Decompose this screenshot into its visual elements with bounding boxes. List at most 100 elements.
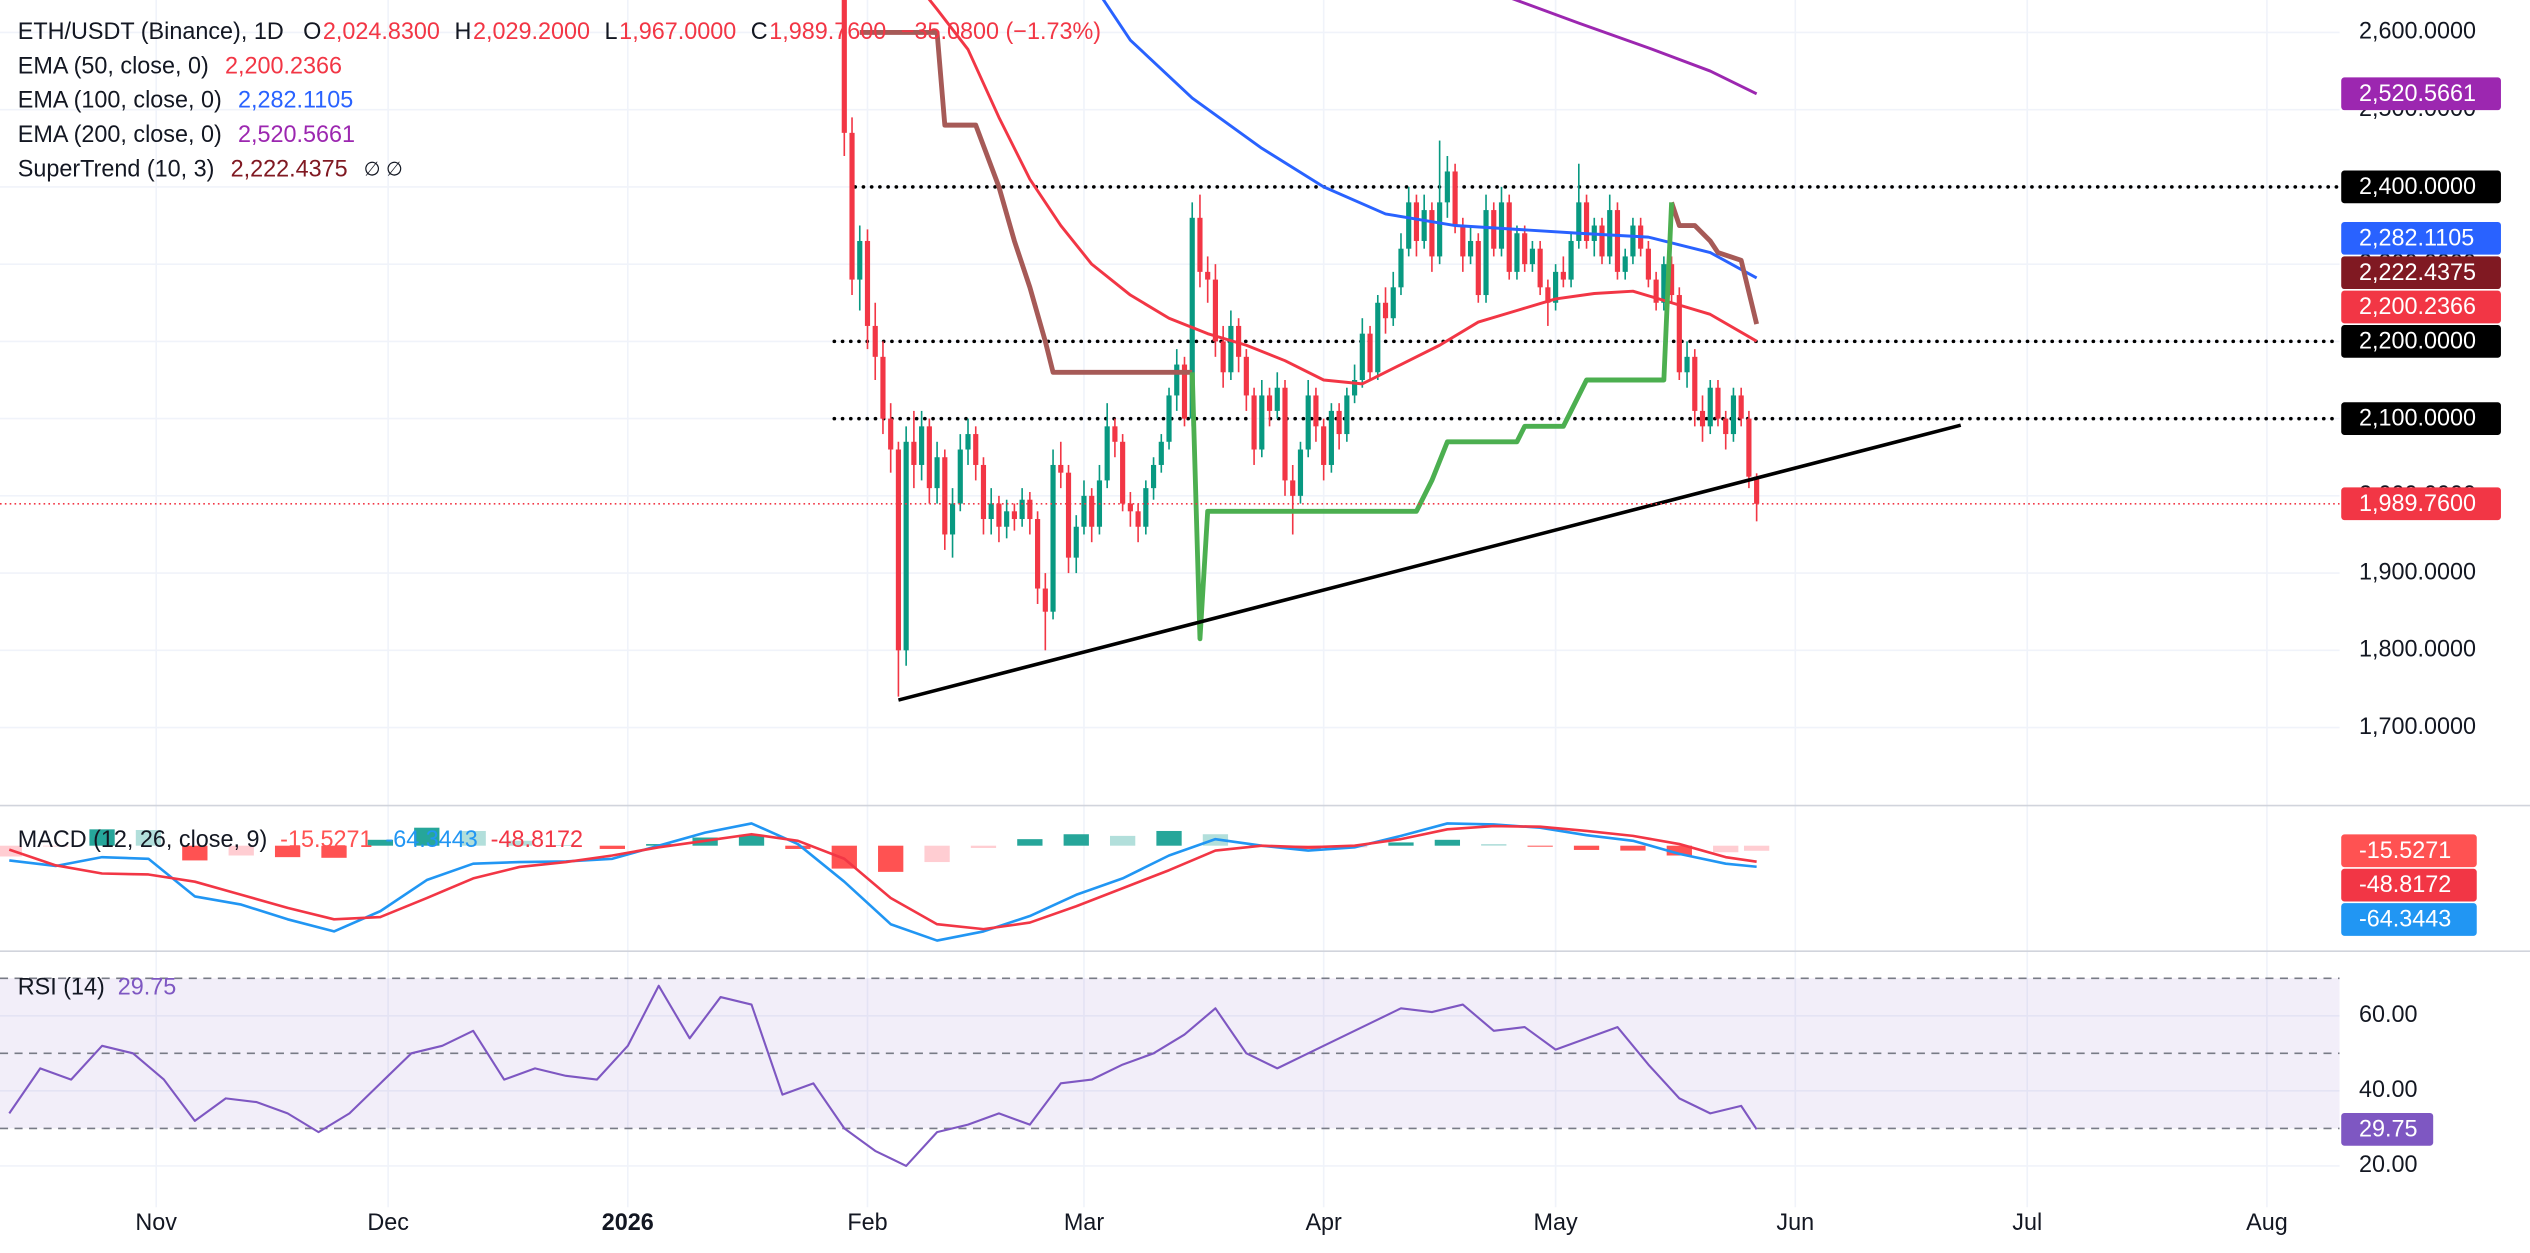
candle-body [1483, 210, 1489, 296]
candle-body [1290, 480, 1296, 496]
candle-body [1746, 418, 1752, 477]
candle-body [1553, 271, 1559, 303]
candle-body [1205, 271, 1211, 280]
candle-body [1444, 171, 1450, 203]
indicator-value: 2,282.1105 [238, 87, 353, 113]
candle-body [1622, 256, 1628, 272]
ohlc-value: 1,989.7600 [769, 18, 886, 44]
price-badge-label: 2,200.0000 [2359, 327, 2476, 353]
macd-histogram-bar [878, 845, 904, 872]
macd-histogram-bar [1527, 845, 1553, 847]
price-badge [2341, 170, 2501, 204]
candle-body [1730, 395, 1737, 435]
macd-histogram-bar [182, 845, 208, 861]
macd-histogram-bar [228, 845, 254, 856]
macd-histogram-bar [1713, 845, 1739, 853]
x-tick-label: May [1534, 1209, 1578, 1235]
ohlc-value: 2,029.2000 [473, 18, 590, 44]
x-tick-label: Dec [367, 1209, 409, 1235]
macd-histogram-bar [1063, 834, 1089, 846]
candle-body [1375, 302, 1381, 373]
ema-line [927, 0, 1758, 386]
candle-body [1537, 248, 1543, 288]
macd-histogram-bar [970, 845, 997, 848]
macd-histogram-bar [1573, 845, 1600, 850]
candle-body [942, 457, 948, 535]
price-badge-label: 2,400.0000 [2359, 173, 2476, 199]
indicator-name: SuperTrend (10, 3) [18, 155, 215, 181]
candle-body [1692, 356, 1698, 411]
candle-body [1035, 519, 1041, 589]
candle-body [1266, 395, 1273, 411]
candle-body [1004, 511, 1010, 527]
price-badge-label: 2,282.1105 [2359, 224, 2474, 250]
macd-histogram-bar [599, 845, 625, 849]
rsi-value: 29.75 [118, 973, 177, 999]
candle-body [1143, 488, 1149, 527]
x-tick-label: Apr [1305, 1209, 1342, 1235]
candle-body [1189, 217, 1195, 419]
indicator-value: 2,222.4375 [231, 155, 348, 181]
macd-histogram-bar [553, 845, 579, 846]
macd-histogram-bar [135, 829, 162, 846]
candle-body [888, 418, 894, 450]
candle-body [1336, 410, 1342, 435]
price-pane [0, 0, 2340, 702]
candle-body [1243, 356, 1249, 396]
candle-body [1065, 472, 1072, 558]
candle-body [980, 464, 987, 520]
candle-body [1305, 395, 1311, 450]
ohlc-value: 1,967.0000 [619, 18, 736, 44]
ohlc-key: H [454, 18, 471, 44]
candle-body [988, 503, 994, 520]
candle-body [1506, 202, 1512, 272]
x-tick-label: Jun [1776, 1209, 1814, 1235]
rsi-title: RSI (14) [18, 973, 105, 999]
rsi-tick-label: 60.00 [2359, 1001, 2418, 1027]
candle-body [1058, 464, 1064, 473]
candle-body [1150, 464, 1157, 489]
candle-body [911, 441, 917, 465]
macd-histogram-bar [924, 845, 950, 863]
candle-body [1669, 264, 1675, 296]
price-badge-label: -15.5271 [2359, 837, 2451, 863]
candle-body [1754, 476, 1760, 504]
candle-body [1259, 395, 1265, 450]
candle-body [1406, 202, 1412, 249]
candle-body [841, 0, 847, 133]
candle-body [1321, 426, 1327, 465]
price-badge [2341, 402, 2501, 435]
candle-body [1282, 387, 1288, 481]
price-badge-label: 29.75 [2359, 1115, 2418, 1141]
candle-body [1197, 217, 1203, 272]
candle-body [1475, 240, 1481, 296]
candle-body [1645, 248, 1651, 280]
candle-body [1352, 380, 1358, 396]
price-badge-label: 1,989.7600 [2359, 490, 2476, 516]
trend-line [897, 423, 1962, 702]
candle-body [1429, 210, 1435, 257]
candle-body [1050, 464, 1056, 612]
candle-body [996, 503, 1002, 527]
rsi-pane [0, 977, 2340, 1167]
candle-body [864, 240, 871, 326]
candle-body [957, 449, 963, 504]
candle-body [849, 132, 855, 280]
x-tick-label: Feb [847, 1209, 887, 1235]
candle-body [1390, 287, 1396, 319]
supertrend-line [1189, 202, 1675, 642]
price-badge-label: 2,222.4375 [2359, 259, 2476, 285]
candle-body [1413, 202, 1420, 241]
candle-body [880, 356, 886, 419]
macd-histogram-bar [1109, 835, 1136, 846]
macd-histogram-bar [321, 845, 347, 858]
candle-body [1529, 248, 1535, 265]
candle-body [1073, 526, 1079, 558]
candle-body [949, 503, 956, 535]
candle-body [919, 426, 925, 465]
candle-body [1514, 233, 1520, 272]
macd-histogram-bar [89, 829, 115, 846]
candle-body [1297, 449, 1304, 496]
